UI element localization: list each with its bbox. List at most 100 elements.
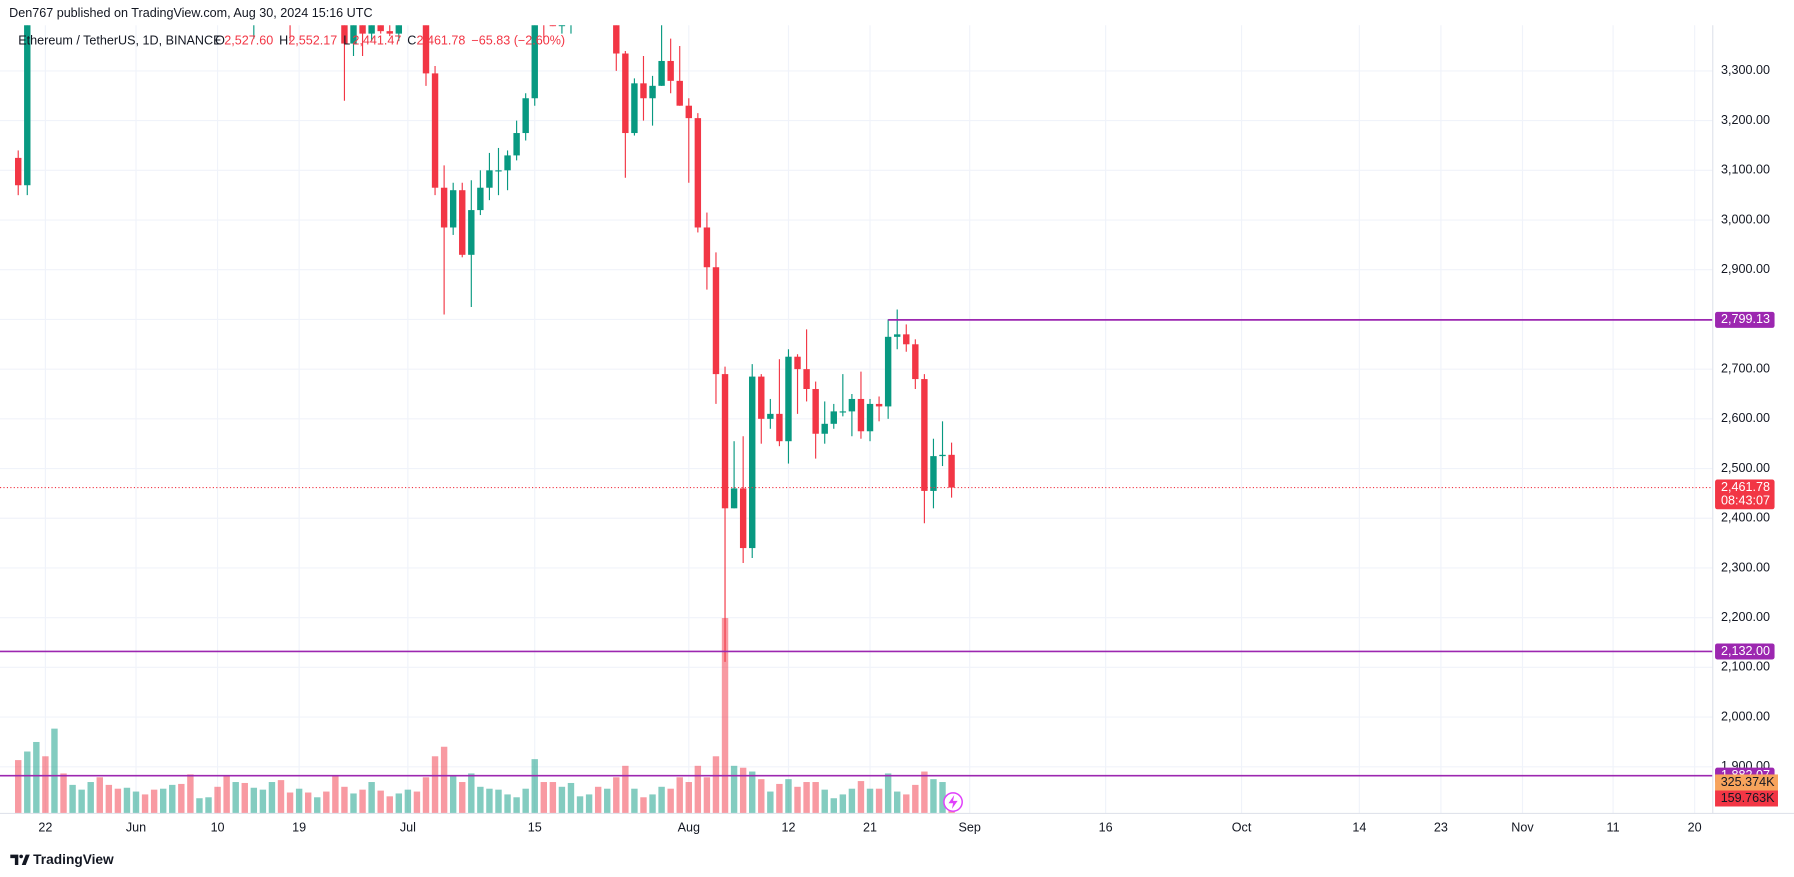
- level-label: 2,799.13: [1721, 312, 1770, 326]
- candle-body: [613, 25, 620, 54]
- volume-bar: [894, 791, 901, 814]
- candle-body: [730, 488, 738, 509]
- volume-bar: [214, 786, 221, 814]
- legend-change: −65.83 (−2.60%): [471, 34, 565, 48]
- candle-body: [377, 25, 384, 32]
- volume-bar: [33, 741, 40, 814]
- volume-bar: [930, 779, 937, 814]
- candle-body: [884, 336, 892, 407]
- candle-body: [495, 170, 502, 172]
- volume-bar: [785, 779, 792, 814]
- candle-body: [549, 25, 557, 27]
- y-tick-label: 2,900.00: [1721, 262, 1770, 276]
- volume-bar: [69, 784, 76, 814]
- volume-bar: [241, 782, 248, 814]
- volume-bar: [604, 788, 611, 814]
- volume-bar: [504, 794, 511, 814]
- candle-body: [866, 403, 874, 432]
- volume-bar: [676, 777, 683, 814]
- volume-bar: [540, 782, 548, 814]
- x-tick-label: Jun: [126, 821, 146, 835]
- candle-body: [894, 334, 901, 337]
- candle-body: [676, 80, 683, 106]
- x-tick-label: 16: [1099, 821, 1113, 835]
- volume-bar: [658, 786, 665, 814]
- x-tick-label: 10: [211, 821, 225, 835]
- overlay: 1,900.002,000.002,100.002,200.002,300.00…: [0, 63, 1778, 835]
- level-label-bg: [1715, 311, 1775, 328]
- volume-bar: [812, 782, 819, 814]
- candle-body: [386, 31, 393, 34]
- volume-label: 325.374K: [1721, 775, 1775, 789]
- volume-bar: [259, 789, 267, 814]
- level-label: 2,132.00: [1721, 644, 1770, 658]
- volume-bar: [78, 789, 85, 814]
- volume-bar: [404, 789, 412, 814]
- y-tick-label: 2,700.00: [1721, 361, 1770, 375]
- candle-body: [477, 187, 484, 211]
- volume-bar: [477, 786, 484, 814]
- candle-body: [368, 25, 375, 34]
- volume-bar: [277, 780, 285, 814]
- candle-body: [667, 60, 674, 81]
- volume-label-bg: [1715, 790, 1778, 807]
- candle-body: [395, 25, 403, 34]
- candle-body: [15, 157, 22, 186]
- candle-body: [504, 155, 511, 171]
- volume-bar: [114, 788, 122, 814]
- x-tick-label: 23: [1434, 821, 1448, 835]
- volume-bar: [730, 765, 738, 814]
- candle-body: [558, 25, 566, 27]
- volume-bar: [649, 794, 656, 814]
- volume-bar: [332, 776, 339, 814]
- volume-bar: [721, 618, 729, 814]
- candle-body: [794, 356, 801, 370]
- volume-bar: [921, 771, 928, 814]
- countdown: 08:43:07: [1721, 494, 1770, 508]
- candle-body: [848, 398, 856, 412]
- volume-bar: [558, 786, 566, 814]
- grid: [0, 25, 1713, 814]
- volume-bar: [159, 788, 167, 814]
- volume-bar: [848, 788, 856, 814]
- y-tick-label: 2,000.00: [1721, 709, 1770, 723]
- y-tick-label: 2,100.00: [1721, 660, 1770, 674]
- legend-value: 2,527.60: [224, 34, 273, 48]
- volume-bar: [703, 777, 711, 814]
- legend-key: L: [343, 34, 350, 48]
- candle-body: [776, 413, 783, 442]
- x-tick-label: Oct: [1232, 821, 1252, 835]
- volume-bar: [567, 782, 575, 814]
- header-bg: [0, 0, 1794, 26]
- candle-body: [522, 98, 529, 134]
- y-tick-label: 3,300.00: [1721, 63, 1770, 77]
- volume-bar: [776, 783, 783, 814]
- y-tick-label: 2,500.00: [1721, 461, 1770, 475]
- volume-bar: [187, 774, 194, 814]
- candle-body: [459, 190, 466, 255]
- x-tick-label: Jul: [400, 821, 416, 835]
- volume-bar: [613, 777, 620, 814]
- brand-logo: [10, 854, 30, 865]
- volume-bar: [395, 793, 403, 814]
- y-tick-label: 2,400.00: [1721, 511, 1770, 525]
- candle-body: [631, 83, 638, 134]
- y-tick-label: 2,600.00: [1721, 411, 1770, 425]
- candle-body: [685, 105, 692, 119]
- volume-bar: [24, 751, 31, 814]
- candle-body: [341, 25, 348, 44]
- alert-icon: [948, 795, 958, 809]
- x-tick-label: Sep: [959, 821, 981, 835]
- volume-bar: [232, 782, 239, 814]
- level-label-bg: [1715, 643, 1775, 660]
- volume-bar: [884, 773, 892, 814]
- candle-body: [24, 25, 31, 186]
- x-tick-label: 14: [1352, 821, 1366, 835]
- volume-bar: [178, 783, 185, 814]
- candle-body: [350, 25, 357, 44]
- candle-body: [903, 334, 910, 345]
- volume-bar: [431, 756, 439, 814]
- volume-bar: [341, 786, 348, 814]
- volume-bar: [132, 791, 140, 814]
- y-tick-label: 2,200.00: [1721, 610, 1770, 624]
